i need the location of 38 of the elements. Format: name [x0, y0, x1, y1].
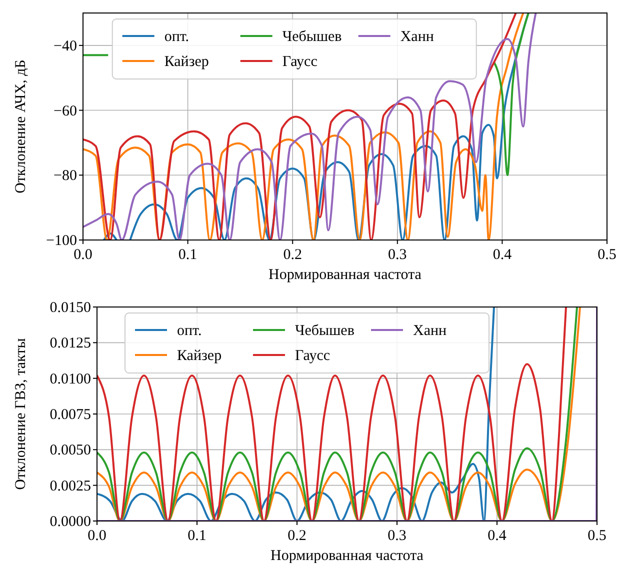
legend-label: опт. [177, 323, 202, 339]
legend-label: Ханн [400, 29, 434, 45]
y-tick-label: −60 [54, 103, 77, 120]
x-tick-label: 0.4 [488, 528, 507, 544]
line-series [97, 307, 495, 521]
y-tick-label: −80 [54, 168, 77, 184]
legend-label: Кайзер [177, 348, 222, 364]
legend-label: опт. [164, 29, 190, 45]
y-tick-label: 0.0125 [50, 336, 91, 352]
legend-label: Гаусс [282, 54, 318, 70]
x-tick-label: 0.3 [388, 247, 407, 263]
y-tick-label: 0.0075 [50, 407, 91, 423]
x-tick-label: 0.2 [288, 528, 306, 544]
x-tick-label: 0.0 [74, 247, 92, 263]
x-tick-label: 0.5 [588, 528, 606, 544]
x-tick-label: 0.2 [283, 247, 302, 263]
x-tick-label: 0.0 [88, 528, 106, 544]
x-tick-label: 0.4 [492, 247, 512, 263]
y-tick-label: −100 [46, 233, 77, 249]
y-tick-label: 0.0025 [50, 478, 91, 494]
x-tick-label: 0.1 [178, 247, 198, 263]
legend-label: Кайзер [164, 54, 209, 70]
x-axis-title: Нормированная частота [270, 548, 424, 564]
legend-label: Ханн [413, 323, 447, 339]
x-tick-label: 0.3 [388, 528, 406, 544]
legend-label: Чебышев [295, 323, 354, 339]
y-tick-label: −40 [54, 38, 77, 54]
legend-label: Гаусс [295, 348, 330, 364]
y-tick-label: 0.0050 [50, 442, 91, 459]
y-tick-label: 0.0000 [50, 514, 91, 530]
y-axis-title: Отклонение ГВЗ, такты [13, 338, 29, 490]
legend-label: Чебышев [282, 29, 342, 45]
y-tick-label: 0.0150 [50, 300, 91, 316]
x-tick-label: 0.1 [188, 528, 206, 544]
y-axis-title: Отклонение АЧХ, дБ [13, 60, 29, 194]
y-tick-label: 0.0100 [50, 371, 91, 388]
x-axis-title: Нормированная частота [268, 267, 422, 283]
x-tick-label: 0.5 [598, 247, 616, 263]
